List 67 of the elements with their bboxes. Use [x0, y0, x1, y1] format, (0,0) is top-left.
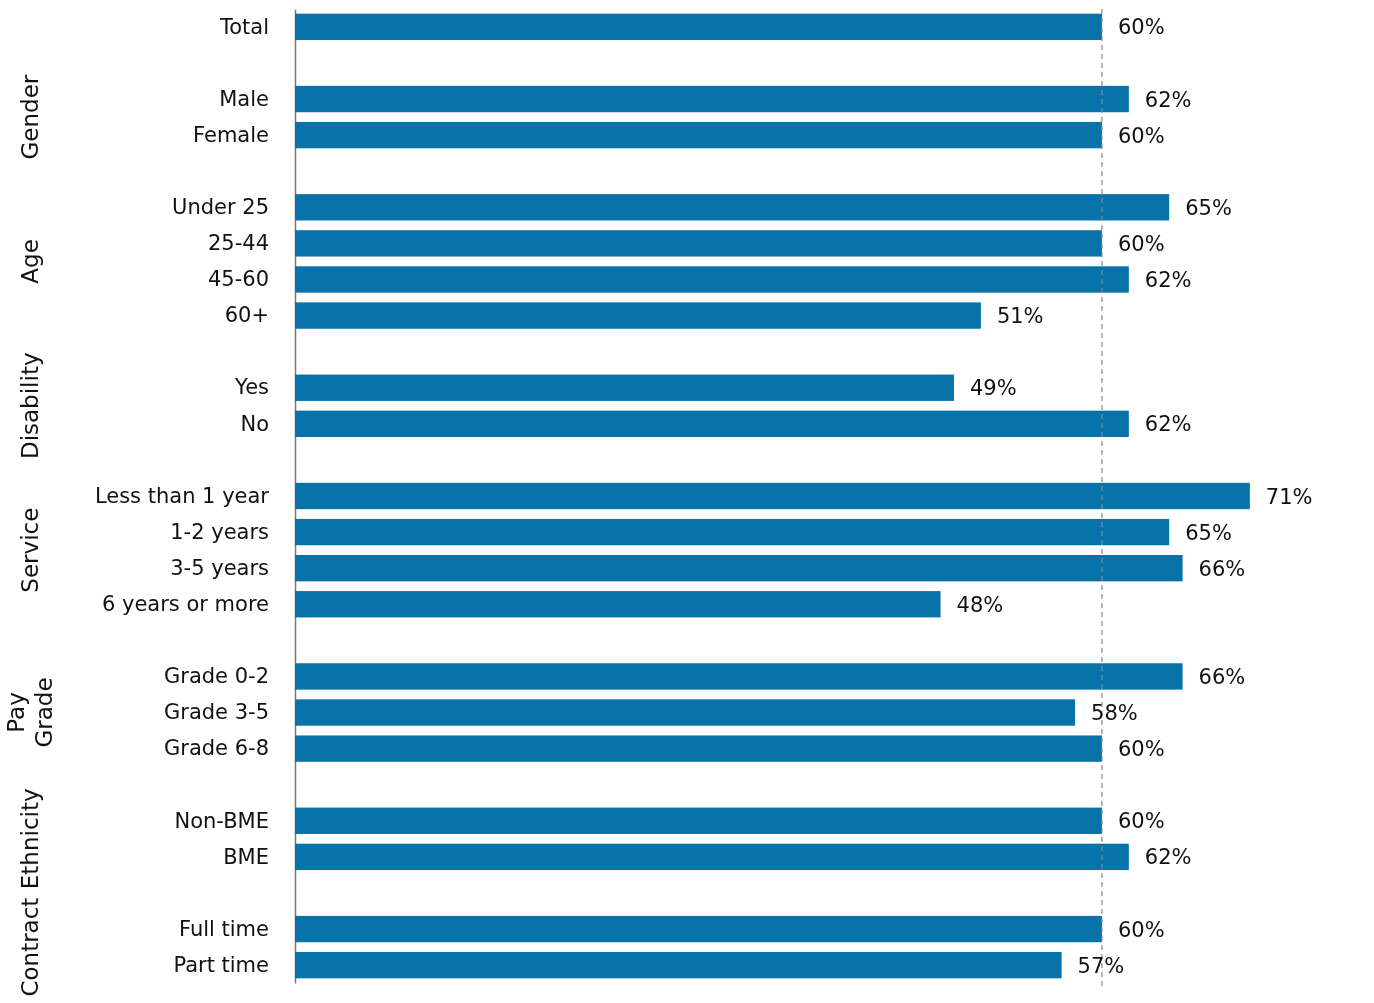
text: Ethnicity — [17, 788, 43, 890]
bar — [295, 555, 1183, 582]
bar — [295, 410, 1129, 437]
y-tick-label: Less than 1 year — [94, 483, 270, 508]
y-tick-label: Grade 3-5 — [164, 700, 269, 725]
data-label: 60% — [1117, 737, 1165, 762]
data-label: 60% — [1117, 15, 1165, 40]
bar — [295, 13, 1102, 41]
y-tick-label: BME — [223, 844, 269, 869]
bar — [295, 374, 954, 401]
bar — [295, 85, 1129, 113]
y-tick-label: Total — [218, 14, 269, 39]
text: Service — [17, 507, 43, 593]
y-tick-label: Grade 6-8 — [164, 736, 269, 761]
bar — [295, 194, 1170, 221]
data-label: 60% — [1117, 809, 1165, 834]
y-tick-label: Under 25 — [172, 195, 269, 220]
bar — [295, 482, 1250, 510]
data-label: 62% — [1144, 845, 1192, 870]
y-tick-label: Female — [193, 122, 269, 147]
text: Pay Grade — [3, 677, 57, 748]
bar — [295, 591, 941, 618]
y-tick-label: Full time — [178, 916, 269, 941]
bar — [295, 230, 1102, 257]
bar — [295, 518, 1170, 546]
bar — [295, 266, 1129, 293]
text: Age — [17, 239, 43, 284]
bar — [295, 121, 1102, 149]
data-label: 65% — [1185, 195, 1232, 220]
bar — [295, 915, 1102, 943]
bar — [295, 807, 1102, 834]
y-tick-label: 1-2 years — [170, 519, 269, 544]
y-tick-label: No — [240, 411, 269, 436]
data-label: 71% — [1265, 484, 1313, 509]
bar — [295, 951, 1062, 979]
y-tick-label: 45-60 — [207, 267, 269, 292]
y-tick-label: 3-5 years — [170, 555, 269, 580]
data-label: 62% — [1144, 87, 1192, 112]
y-tick-label: Part time — [173, 952, 269, 977]
y-tick-label: 25-44 — [207, 231, 269, 256]
data-label: 51% — [996, 304, 1044, 329]
data-label: 60% — [1117, 917, 1165, 942]
y-tick-label: Yes — [234, 375, 269, 400]
text: Disability — [17, 352, 43, 460]
data-label: 66% — [1198, 665, 1246, 689]
y-tick-label: 6 years or more — [101, 591, 269, 616]
data-label: 60% — [1117, 231, 1165, 256]
text: Gender — [17, 74, 43, 160]
y-tick-label: Non-BME — [174, 808, 269, 833]
data-label: 66% — [1198, 556, 1246, 581]
y-tick-label: Grade 0-2 — [164, 664, 269, 689]
bar — [295, 302, 981, 329]
y-tick-label: 60+ — [224, 303, 269, 328]
data-label: 62% — [1144, 268, 1192, 293]
data-label: 60% — [1117, 123, 1165, 148]
data-label: 48% — [956, 592, 1004, 617]
data-label: 65% — [1185, 520, 1232, 545]
bar — [295, 699, 1076, 726]
data-label: 57% — [1077, 953, 1125, 978]
bar — [295, 663, 1183, 690]
bar — [295, 843, 1129, 871]
y-tick-label: Male — [219, 86, 269, 111]
data-label: 49% — [969, 376, 1017, 401]
text: Contract — [17, 897, 43, 997]
data-label: 62% — [1144, 412, 1192, 437]
data-label: 58% — [1091, 701, 1138, 726]
bar — [295, 735, 1102, 762]
